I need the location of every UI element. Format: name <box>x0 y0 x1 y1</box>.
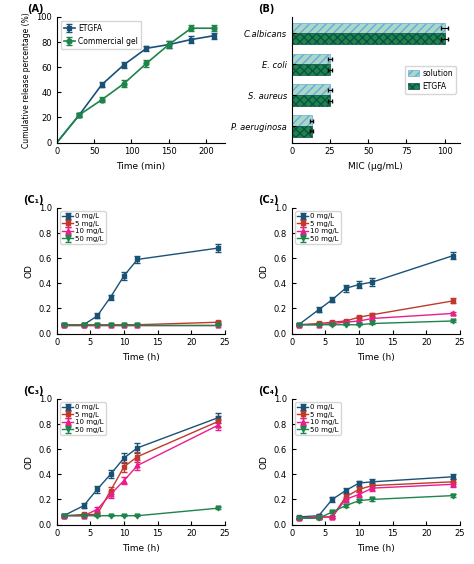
Y-axis label: OD: OD <box>24 455 33 469</box>
Bar <box>292 115 312 126</box>
Text: (A): (A) <box>27 5 43 15</box>
Y-axis label: Cumulative release percentage (%): Cumulative release percentage (%) <box>22 12 31 148</box>
Text: (C₂): (C₂) <box>258 195 279 205</box>
Bar <box>292 85 330 95</box>
X-axis label: Time (h): Time (h) <box>122 544 160 553</box>
Bar <box>292 95 330 106</box>
Text: (C₄): (C₄) <box>258 386 279 396</box>
Text: (C₁): (C₁) <box>23 195 44 205</box>
Legend: 0 mg/L, 5 mg/L, 10 mg/L, 50 mg/L: 0 mg/L, 5 mg/L, 10 mg/L, 50 mg/L <box>60 402 106 435</box>
Y-axis label: OD: OD <box>259 455 268 469</box>
Legend: ETGFA, Commercial gel: ETGFA, Commercial gel <box>61 21 141 49</box>
Bar <box>292 54 330 64</box>
Bar <box>292 64 330 75</box>
Text: (B): (B) <box>258 5 275 15</box>
X-axis label: MIC (μg/mL): MIC (μg/mL) <box>348 162 403 171</box>
Legend: 0 mg/L, 5 mg/L, 10 mg/L, 50 mg/L: 0 mg/L, 5 mg/L, 10 mg/L, 50 mg/L <box>295 402 341 435</box>
Legend: 0 mg/L, 5 mg/L, 10 mg/L, 50 mg/L: 0 mg/L, 5 mg/L, 10 mg/L, 50 mg/L <box>60 212 106 244</box>
Legend: 0 mg/L, 5 mg/L, 10 mg/L, 50 mg/L: 0 mg/L, 5 mg/L, 10 mg/L, 50 mg/L <box>295 212 341 244</box>
X-axis label: Time (min): Time (min) <box>116 162 165 171</box>
Bar <box>292 126 312 137</box>
X-axis label: Time (h): Time (h) <box>357 353 395 362</box>
Bar <box>292 33 445 44</box>
Text: (C₃): (C₃) <box>23 386 44 396</box>
Bar <box>292 23 445 33</box>
Legend: solution, ETGFA: solution, ETGFA <box>405 66 456 94</box>
Y-axis label: OD: OD <box>24 264 33 277</box>
Y-axis label: OD: OD <box>259 264 268 277</box>
X-axis label: Time (h): Time (h) <box>357 544 395 553</box>
X-axis label: Time (h): Time (h) <box>122 353 160 362</box>
